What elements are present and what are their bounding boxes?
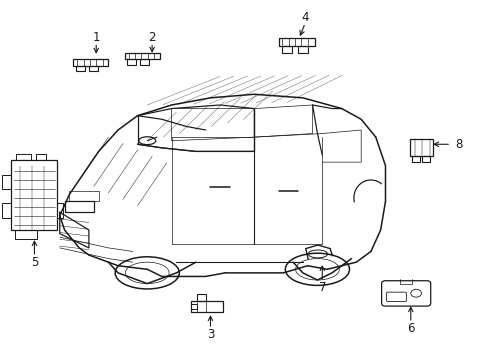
Bar [191, 301, 222, 312]
Bar [411, 156, 419, 162]
Bar [2, 175, 11, 189]
Bar [127, 59, 136, 65]
Text: 2: 2 [148, 31, 156, 44]
Bar [73, 59, 108, 66]
Bar [2, 203, 11, 217]
Bar [282, 46, 291, 53]
Bar [140, 59, 149, 65]
Bar [191, 304, 197, 309]
Bar [422, 156, 429, 162]
Bar [278, 38, 314, 46]
Text: 6: 6 [406, 322, 414, 335]
Bar [36, 154, 46, 160]
Bar [89, 66, 98, 71]
Bar [197, 294, 205, 301]
Bar [297, 46, 307, 53]
Text: 4: 4 [301, 11, 308, 24]
Bar [15, 230, 37, 239]
Bar [76, 66, 84, 71]
Text: 3: 3 [206, 328, 214, 341]
Text: 8: 8 [454, 138, 461, 151]
Text: 1: 1 [92, 31, 100, 44]
Bar [57, 203, 63, 217]
Bar [11, 160, 57, 230]
Bar [124, 53, 160, 59]
Bar [16, 154, 30, 160]
Text: 7: 7 [318, 281, 325, 294]
Bar [409, 139, 432, 156]
Text: 5: 5 [31, 256, 38, 269]
